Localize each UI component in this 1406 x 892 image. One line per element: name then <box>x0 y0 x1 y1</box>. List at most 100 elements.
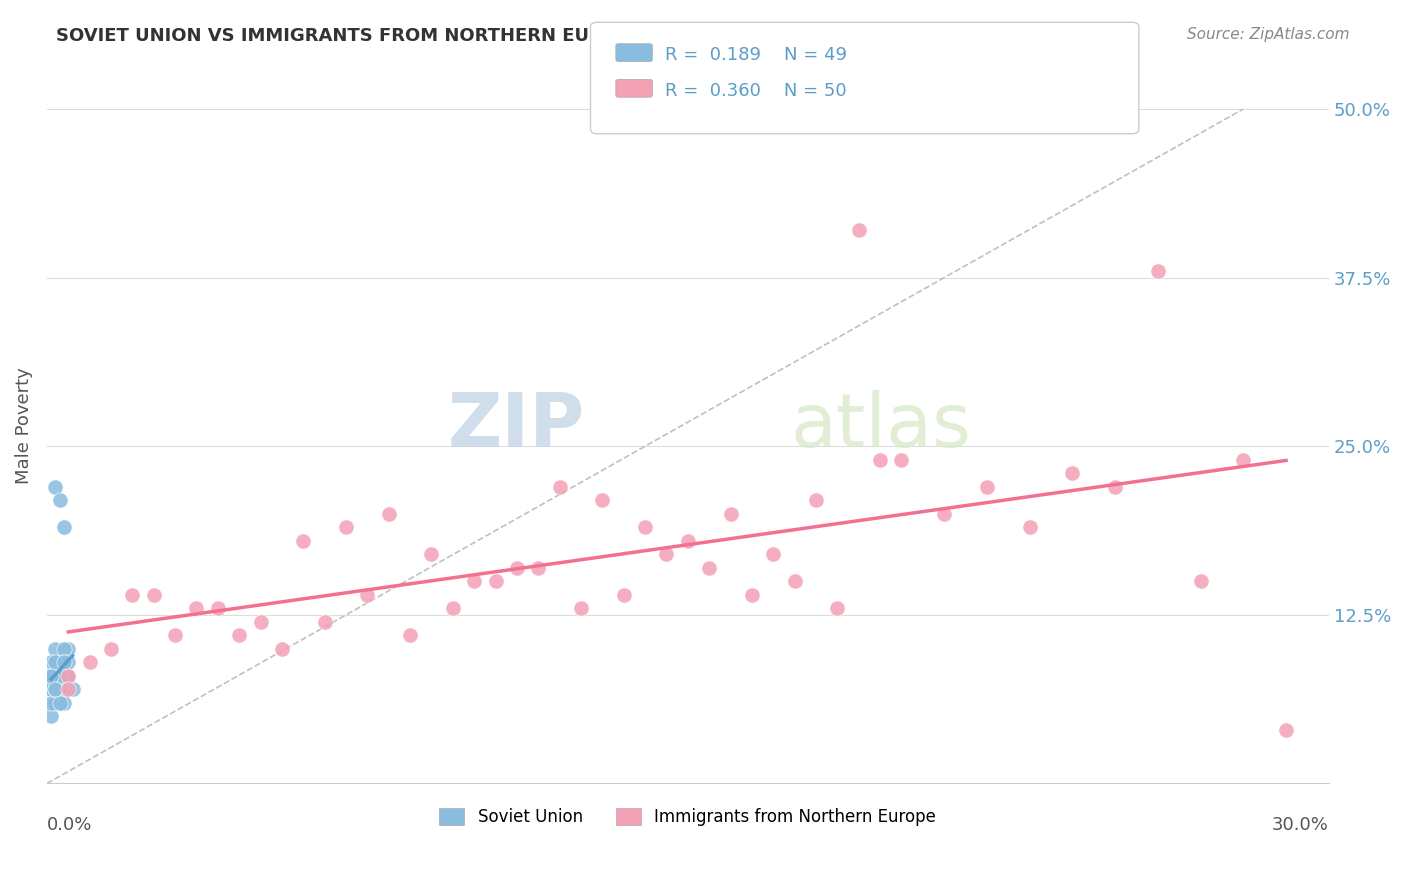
Y-axis label: Male Poverty: Male Poverty <box>15 368 32 484</box>
Point <box>58 655 80 669</box>
Point <box>58 668 80 682</box>
Point <box>697 560 720 574</box>
Point <box>1104 480 1126 494</box>
Point <box>48 668 70 682</box>
Point <box>39 681 62 696</box>
Point <box>58 641 80 656</box>
Point <box>142 588 165 602</box>
Point <box>62 681 84 696</box>
Point <box>58 668 80 682</box>
Point <box>762 547 785 561</box>
Text: R =  0.189    N = 49: R = 0.189 N = 49 <box>665 46 846 64</box>
Text: atlas: atlas <box>790 390 972 463</box>
Point <box>44 696 66 710</box>
Point <box>441 601 464 615</box>
Point <box>356 588 378 602</box>
Point <box>39 668 62 682</box>
Point <box>676 533 699 548</box>
Point <box>399 628 422 642</box>
Point <box>1189 574 1212 589</box>
Point <box>100 641 122 656</box>
Point <box>48 681 70 696</box>
Point <box>783 574 806 589</box>
Point <box>804 493 827 508</box>
Point <box>39 668 62 682</box>
Point <box>44 655 66 669</box>
Point <box>827 601 849 615</box>
Point <box>53 641 76 656</box>
Legend: Soviet Union, Immigrants from Northern Europe: Soviet Union, Immigrants from Northern E… <box>433 801 943 832</box>
Point <box>44 480 66 494</box>
Point <box>1275 723 1298 737</box>
Point <box>270 641 292 656</box>
Point <box>869 452 891 467</box>
Point <box>39 709 62 723</box>
Point <box>44 696 66 710</box>
Point <box>976 480 998 494</box>
Point <box>48 668 70 682</box>
Point <box>463 574 485 589</box>
Point <box>53 520 76 534</box>
Text: R =  0.360    N = 50: R = 0.360 N = 50 <box>665 82 846 100</box>
Text: 30.0%: 30.0% <box>1272 815 1329 834</box>
Point <box>848 223 870 237</box>
Point <box>53 655 76 669</box>
Point <box>292 533 315 548</box>
Point <box>39 668 62 682</box>
Point <box>720 507 742 521</box>
Point <box>39 655 62 669</box>
Point <box>655 547 678 561</box>
Point <box>44 696 66 710</box>
Point <box>48 655 70 669</box>
Point <box>48 681 70 696</box>
Point <box>527 560 550 574</box>
Point <box>249 615 271 629</box>
Point <box>506 560 529 574</box>
Point <box>569 601 592 615</box>
Point <box>44 681 66 696</box>
Point <box>44 641 66 656</box>
Point <box>890 452 912 467</box>
Point <box>39 681 62 696</box>
Point <box>48 696 70 710</box>
Point <box>934 507 956 521</box>
Point <box>44 655 66 669</box>
Point <box>634 520 657 534</box>
Point <box>613 588 636 602</box>
Point <box>53 696 76 710</box>
Point <box>377 507 399 521</box>
Point <box>53 681 76 696</box>
Point <box>335 520 357 534</box>
Point <box>44 681 66 696</box>
Text: ZIP: ZIP <box>449 390 585 463</box>
Point <box>44 696 66 710</box>
Point <box>165 628 187 642</box>
Point <box>44 681 66 696</box>
Point <box>420 547 443 561</box>
Point <box>39 681 62 696</box>
Point <box>58 681 80 696</box>
Point <box>121 588 143 602</box>
Point <box>484 574 506 589</box>
Point <box>44 681 66 696</box>
Point <box>48 493 70 508</box>
Point <box>79 655 101 669</box>
Point <box>53 668 76 682</box>
Point <box>1062 467 1084 481</box>
Point <box>48 681 70 696</box>
Point <box>48 668 70 682</box>
Text: SOVIET UNION VS IMMIGRANTS FROM NORTHERN EUROPE MALE POVERTY CORRELATION CHART: SOVIET UNION VS IMMIGRANTS FROM NORTHERN… <box>56 27 1025 45</box>
Point <box>1018 520 1040 534</box>
Point <box>228 628 250 642</box>
Point <box>44 668 66 682</box>
Point <box>44 681 66 696</box>
Point <box>1232 452 1254 467</box>
Point <box>186 601 208 615</box>
Point <box>741 588 763 602</box>
Point <box>591 493 613 508</box>
Point <box>48 668 70 682</box>
Point <box>1147 264 1170 278</box>
Text: Source: ZipAtlas.com: Source: ZipAtlas.com <box>1187 27 1350 42</box>
Point <box>548 480 571 494</box>
Point <box>44 681 66 696</box>
